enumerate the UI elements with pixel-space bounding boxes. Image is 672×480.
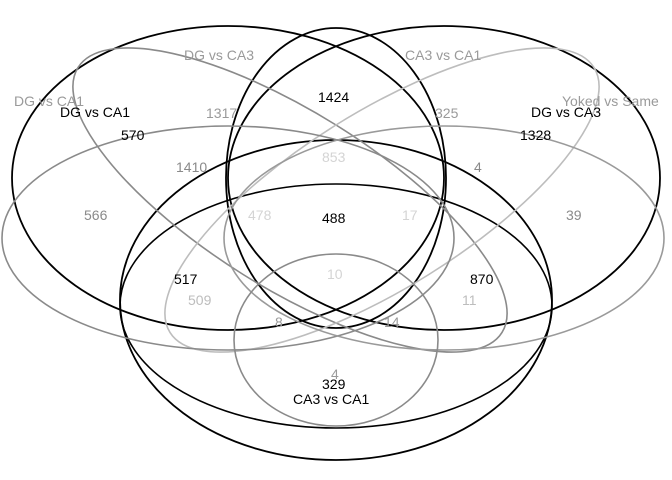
label-dg-ca3-left: DG vs CA3 [184,47,254,63]
ellipse-gray-dg-ca1 [1,125,455,351]
count-566: 566 [84,207,108,223]
label-ca3-ca1-bottom: CA3 vs CA1 [293,391,369,407]
ellipse-gray-right [223,125,665,351]
label-outer-dg-ca1: DG vs CA1 [14,93,84,109]
ellipse-gray-bottom [233,253,439,427]
label-dg-ca3-right: DG vs CA3 [531,104,601,120]
ellipse-outer-left [11,25,445,331]
count-870: 870 [470,271,494,287]
count-39: 39 [566,207,582,223]
count-509: 509 [188,292,212,308]
count-1317: 1317 [206,105,237,121]
label-ca3-ca1-top: CA3 vs CA1 [405,47,481,63]
count-570: 570 [121,127,145,143]
ellipse-center-circle [225,27,447,329]
count-11: 11 [462,292,477,308]
count-478: 478 [248,207,272,223]
label-dg-ca1: DG vs CA1 [60,104,130,120]
ellipse-bottom-large [119,139,553,461]
count-14: 14 [384,314,400,330]
count-329: 329 [322,376,346,392]
count-8: 8 [275,314,283,330]
count-17: 17 [402,207,418,223]
count-517: 517 [174,271,198,287]
count-10: 10 [327,266,343,282]
count-853: 853 [322,149,346,165]
count-325: 325 [435,105,459,121]
label-yoked-vs-same: Yoked vs Same [562,93,659,109]
ellipse-gray-ca3-ca1 [164,47,600,353]
ellipse-lower-black [119,183,553,429]
count-1328: 1328 [520,127,551,143]
count-488: 488 [322,210,346,226]
count-4-upper: 4 [474,159,482,175]
ellipse-outer-right [227,25,661,331]
count-1424: 1424 [318,89,349,105]
count-4-lower: 4 [331,366,339,382]
count-1410: 1410 [176,159,207,175]
